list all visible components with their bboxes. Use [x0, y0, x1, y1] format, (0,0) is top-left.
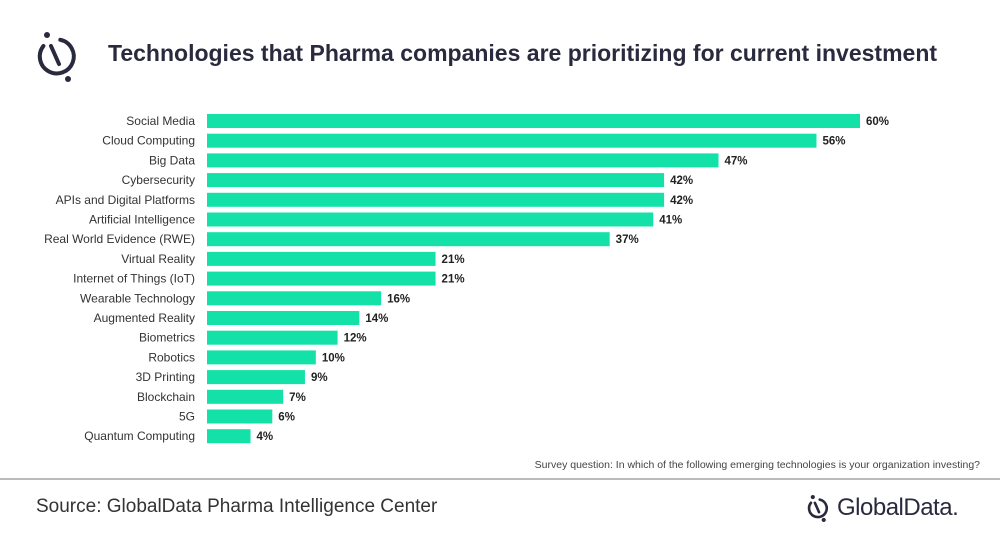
data-label: 37% [616, 234, 639, 246]
survey-note: Survey question: In which of the followi… [534, 459, 980, 471]
category-label: APIs and Digital Platforms [56, 193, 195, 207]
bar [207, 173, 665, 188]
category-label: Internet of Things (IoT) [73, 272, 195, 286]
data-label: 42% [670, 175, 693, 187]
category-label: Virtual Reality [121, 252, 195, 266]
page-title: Technologies that Pharma companies are p… [108, 40, 938, 66]
category-label: Cybersecurity [122, 173, 195, 187]
category-label: Blockchain [137, 390, 195, 404]
category-label: Biometrics [139, 331, 195, 345]
data-label: 16% [387, 293, 410, 305]
category-label: Robotics [148, 350, 195, 364]
bar [207, 291, 382, 306]
bar [207, 153, 719, 168]
category-label: 3D Printing [136, 370, 195, 384]
bar-chart: Social Media 60% Cloud Computing 56% Big Dat… [44, 114, 889, 444]
data-label: 42% [670, 195, 693, 207]
globaldata-logo-icon [807, 495, 829, 523]
data-label: 6% [278, 412, 295, 424]
bar [207, 409, 273, 424]
category-label: Big Data [149, 153, 195, 167]
data-label: 12% [344, 333, 367, 345]
data-label: 47% [725, 155, 748, 167]
brand-logo: GlobalData. [805, 493, 959, 523]
data-label: 9% [311, 372, 328, 384]
data-label: 14% [365, 313, 388, 325]
bar [207, 114, 860, 128]
category-label: Cloud Computing [102, 134, 195, 148]
category-label: Social Media [126, 114, 195, 128]
category-label: Quantum Computing [84, 429, 195, 443]
bar [207, 232, 610, 247]
bar [207, 370, 305, 385]
category-label: Wearable Technology [80, 291, 195, 305]
divider [0, 478, 1000, 480]
data-label: 56% [822, 136, 845, 148]
data-label: 7% [289, 392, 306, 404]
data-label: 21% [442, 254, 465, 266]
category-label: Real World Evidence (RWE) [44, 232, 195, 246]
bar [207, 133, 817, 148]
bar [207, 192, 665, 207]
data-label: 4% [257, 431, 274, 443]
bar [207, 389, 284, 404]
bar [207, 251, 436, 266]
category-label: 5G [179, 410, 195, 424]
category-label: Artificial Intelligence [89, 213, 195, 227]
data-label: 10% [322, 352, 345, 364]
data-label: 60% [866, 116, 889, 128]
bar [207, 271, 436, 286]
source-text: Source: GlobalData Pharma Intelligence C… [36, 496, 438, 517]
bar [207, 311, 360, 325]
data-label: 21% [442, 274, 465, 286]
bar [207, 330, 338, 345]
bar [207, 429, 251, 444]
globaldata-logo-icon [37, 32, 76, 82]
category-label: Augmented Reality [94, 311, 195, 325]
data-label: 41% [659, 215, 682, 227]
bar [207, 212, 654, 227]
brand-name: GlobalData. [837, 494, 959, 521]
bar [207, 350, 316, 365]
